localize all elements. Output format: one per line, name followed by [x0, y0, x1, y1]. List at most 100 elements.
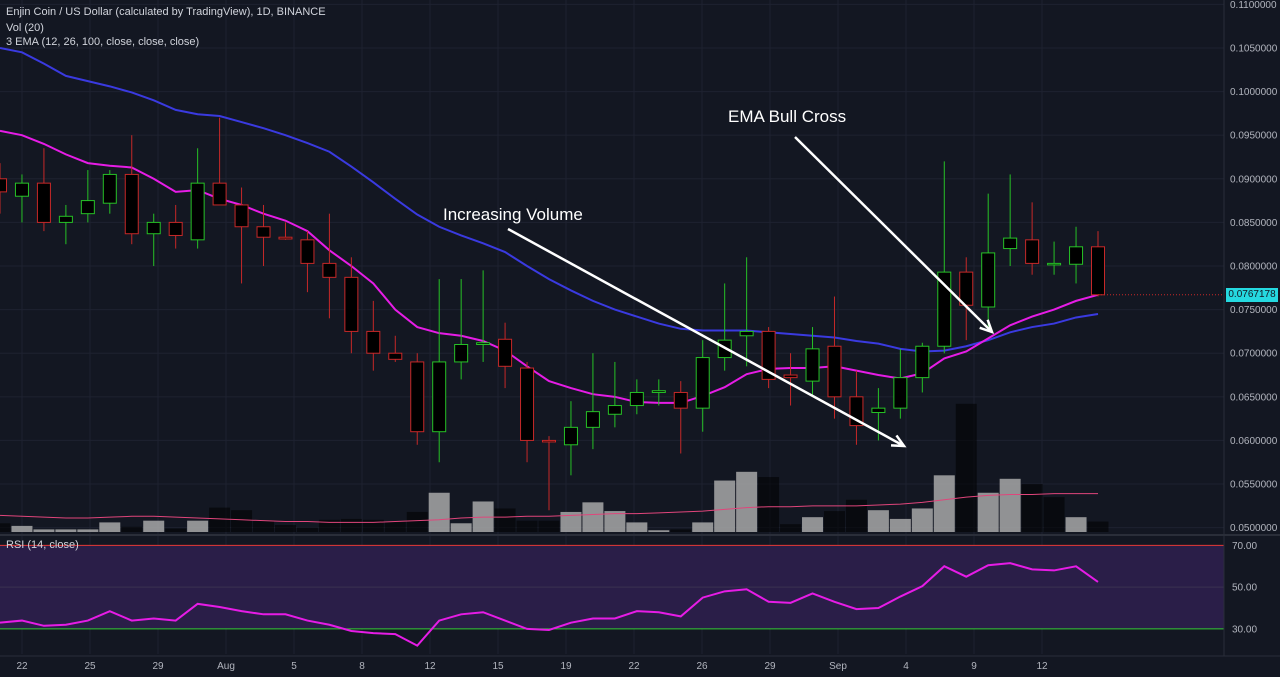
price-tick-label: 0.1100000: [1230, 0, 1277, 11]
volume-bar: [1043, 497, 1065, 532]
volume-bar: [209, 507, 231, 532]
price-tick-label: 0.0700000: [1230, 349, 1278, 360]
rsi-line: [0, 562, 1099, 647]
candle-body: [629, 391, 644, 407]
candle-body: [146, 221, 161, 235]
candle-body: [695, 357, 710, 409]
candle-body: [651, 390, 666, 393]
volume-bar: [845, 499, 867, 532]
time-tick-label: 25: [84, 661, 96, 672]
candle-body: [915, 345, 930, 379]
rsi-tick-label: 30.00: [1232, 624, 1257, 635]
volume-bar: [516, 520, 538, 532]
candle-body: [36, 182, 51, 223]
price-tick-label: 0.0600000: [1230, 436, 1278, 447]
candle-body: [344, 276, 359, 332]
volume-bar: [494, 508, 516, 532]
volume-bar: [758, 477, 780, 532]
candle-body: [563, 426, 578, 446]
volume-bar: [55, 529, 77, 532]
arrow-ema-bull-cross-head: [979, 319, 995, 335]
candle-body: [981, 252, 996, 308]
price-tick-label: 0.1050000: [1230, 43, 1278, 54]
volume-bar: [823, 511, 845, 532]
volume-bar: [165, 528, 187, 532]
annotation-increasing-volume: Increasing Volume: [443, 205, 583, 224]
candle-body: [739, 330, 754, 337]
volume-bar: [560, 511, 582, 532]
candle-body: [476, 342, 491, 345]
volume-bar: [296, 527, 318, 532]
current-price-label: 0.0767178: [1226, 287, 1278, 302]
candle-body: [168, 221, 183, 236]
volume-bar: [802, 517, 824, 532]
volume-bar: [977, 492, 999, 532]
volume-bar: [1065, 517, 1087, 532]
volume-bar: [648, 530, 670, 532]
volume-bar: [538, 520, 560, 532]
price-tick-label: 0.0500000: [1230, 523, 1278, 534]
candle-body: [234, 204, 249, 228]
volume-bar: [121, 526, 143, 532]
time-tick-label: 22: [628, 661, 640, 672]
price-tick-label: 0.0800000: [1230, 262, 1278, 273]
candle-body: [256, 226, 271, 238]
time-tick-label: 22: [16, 661, 28, 672]
rsi-tick-label: 50.00: [1232, 583, 1257, 594]
candle-body: [388, 352, 403, 360]
rsi-tick-label: 70.00: [1232, 541, 1257, 552]
arrow-increasing-volume: [507, 227, 905, 448]
volume-bar: [736, 471, 758, 532]
volume-bar: [99, 522, 121, 532]
volume-bar: [692, 522, 714, 532]
candle-body: [761, 330, 776, 380]
time-tick-label: 15: [492, 661, 504, 672]
ema-slow-line: [0, 46, 1099, 353]
candle-body: [827, 345, 842, 398]
candle-body: [80, 200, 95, 215]
arrow-ema-bull-cross: [794, 136, 993, 333]
volume-bar: [714, 480, 736, 532]
candle-body: [893, 377, 908, 409]
candle-body: [1025, 239, 1040, 264]
time-tick-label: 9: [971, 661, 977, 672]
candle-body: [300, 239, 315, 264]
volume-bar: [626, 522, 648, 532]
candle-body: [1069, 246, 1084, 265]
candle-body: [607, 405, 622, 415]
annotation-ema-bull-cross: EMA Bull Cross: [728, 107, 847, 126]
volume-bar: [406, 511, 428, 532]
price-tick-label: 0.0650000: [1230, 392, 1278, 403]
candle-body: [673, 391, 688, 409]
candle-body: [124, 173, 139, 235]
candle-body: [212, 182, 227, 206]
volume-bar: [670, 529, 692, 532]
candle-body: [0, 178, 7, 193]
time-tick-label: 29: [152, 661, 164, 672]
candle-body: [805, 348, 820, 382]
volume-bar: [143, 520, 165, 532]
time-tick-label: Aug: [217, 661, 235, 672]
candle-body: [585, 411, 600, 428]
volume-bar: [867, 510, 889, 532]
volume-bar: [428, 492, 450, 532]
candle-body: [1047, 262, 1062, 266]
ema-legend: 3 EMA (12, 26, 100, close, close, close): [6, 36, 200, 48]
volume-bar: [889, 518, 911, 532]
time-tick-label: 4: [903, 661, 909, 672]
time-tick-label: 26: [696, 661, 708, 672]
volume-bar: [11, 525, 33, 532]
price-tick-label: 0.0850000: [1230, 218, 1278, 229]
time-tick-label: Sep: [829, 661, 847, 672]
candle-body: [498, 338, 513, 367]
price-tick-label: 0.0750000: [1230, 305, 1278, 316]
time-tick-label: 12: [424, 661, 436, 672]
volume-bar: [340, 518, 362, 532]
candle-body: [871, 407, 886, 414]
volume-bar: [933, 475, 955, 532]
candle-body: [14, 182, 29, 197]
arrow-increasing-volume-head: [890, 434, 907, 448]
volume-bar: [450, 523, 472, 532]
time-tick-label: 12: [1036, 661, 1048, 672]
